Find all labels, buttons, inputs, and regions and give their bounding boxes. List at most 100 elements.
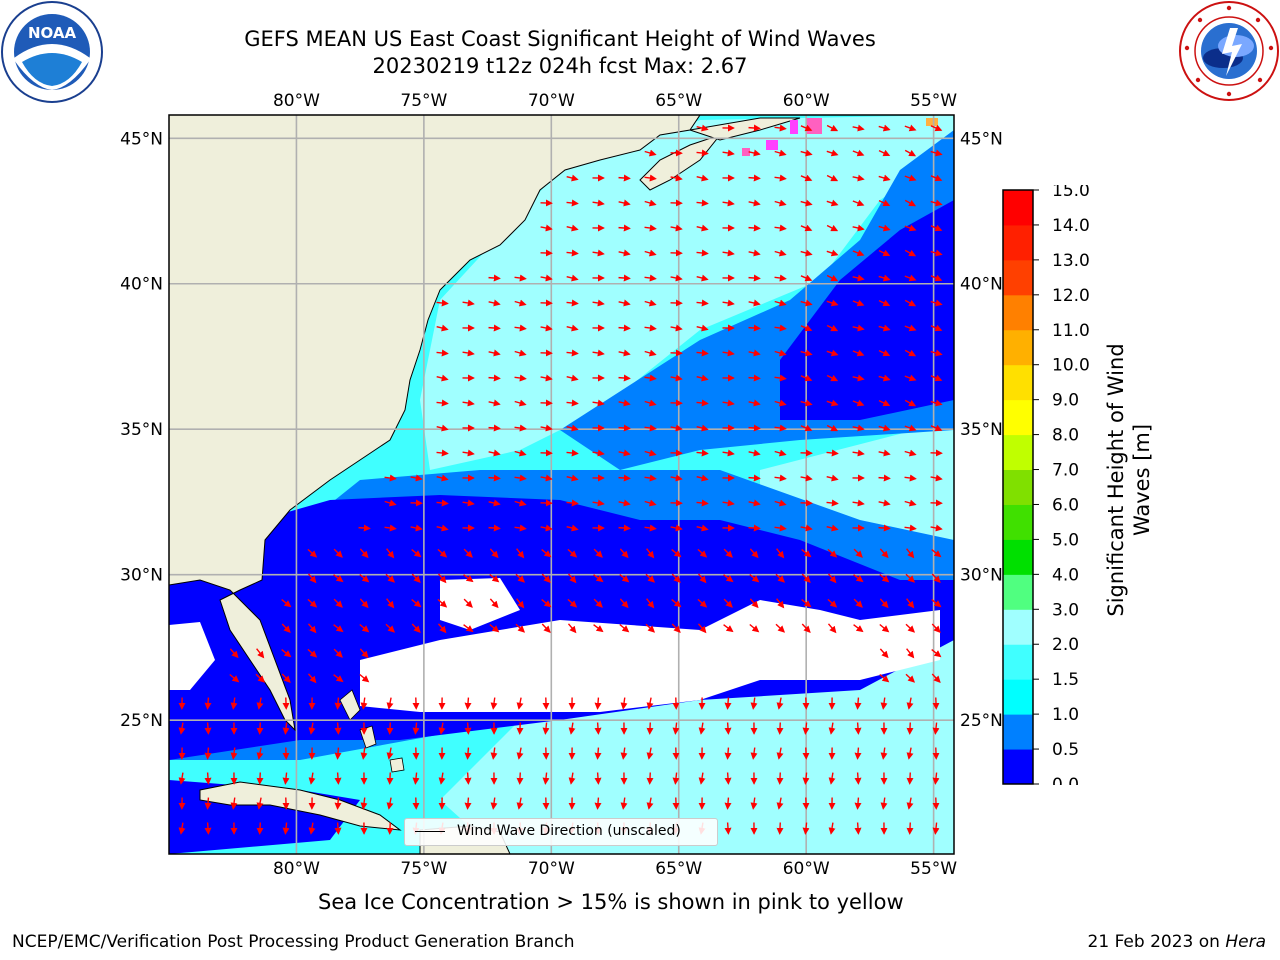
wave-arrow xyxy=(931,623,941,634)
wave-arrow xyxy=(644,399,657,407)
wave-arrow xyxy=(618,274,631,282)
wave-arrow xyxy=(333,574,344,583)
sea-ice-note: Sea Ice Concentration > 15% is shown in … xyxy=(318,890,904,914)
wave-arrow xyxy=(230,697,238,710)
wave-arrow xyxy=(514,399,527,407)
land-nova-scotia xyxy=(639,133,722,191)
wave-arrow xyxy=(410,524,423,532)
wave-arrow xyxy=(384,474,397,482)
wave-arrow xyxy=(696,424,709,432)
wave-arrow xyxy=(722,349,735,357)
wave-arrow xyxy=(826,424,839,432)
wave-arrow xyxy=(307,548,318,558)
wave-arrow xyxy=(904,349,917,357)
wave-arrow xyxy=(644,524,657,532)
wave-arrow xyxy=(696,449,709,457)
colorbar-tick-label: 1.0 xyxy=(1052,705,1079,725)
wave-arrow xyxy=(723,548,733,558)
map-subtitle: 20230219 t12z 024h fcst Max: 2.67 xyxy=(372,54,748,78)
wave-arrow xyxy=(826,499,839,507)
wave-arrow xyxy=(774,324,787,332)
colorbar-swatch xyxy=(1003,504,1033,540)
colorbar-swatch xyxy=(1003,469,1033,505)
wave-arrow xyxy=(334,697,342,710)
wave-arrow xyxy=(827,573,837,584)
wave-arrow xyxy=(307,673,317,684)
wave-arrow xyxy=(436,474,449,482)
wave-arrow xyxy=(930,524,943,532)
wave-arrow xyxy=(593,624,604,633)
wave-arrow xyxy=(489,623,500,633)
wave-arrow xyxy=(229,648,239,659)
wave-arrow xyxy=(879,548,889,559)
wave-arrow xyxy=(516,747,524,760)
wave-arrow xyxy=(724,722,732,735)
wave-arrow xyxy=(878,424,891,432)
land-cuba xyxy=(199,781,402,831)
wave-arrow xyxy=(566,399,579,407)
wave-arrow xyxy=(670,474,683,482)
wave-arrow xyxy=(800,424,813,432)
wave-arrow xyxy=(620,797,628,810)
wave-arrow xyxy=(800,274,813,282)
wave-arrow xyxy=(230,797,238,810)
wave-arrow xyxy=(359,548,369,559)
wave-arrow xyxy=(776,797,784,810)
colorbar-tick-label: 9.0 xyxy=(1052,391,1079,411)
wave-arrow xyxy=(774,199,787,207)
wave-arrow xyxy=(464,797,472,810)
wave-arrow xyxy=(592,399,605,407)
colorbar-tick-label: 0.0 xyxy=(1052,775,1079,785)
wave-arrow xyxy=(696,149,709,157)
colorbar-tick-label: 3.0 xyxy=(1052,600,1079,620)
wave-arrow xyxy=(488,499,501,507)
wave-arrow xyxy=(204,797,212,810)
wave-arrow xyxy=(204,722,212,735)
wave-arrow xyxy=(852,349,865,357)
wave-arrow xyxy=(696,299,709,307)
wave-arrow xyxy=(646,747,654,760)
wave-arrow xyxy=(800,124,813,132)
footer-credit: NCEP/EMC/Verification Post Processing Pr… xyxy=(12,932,575,952)
wave-arrow xyxy=(774,349,787,357)
wave-arrow xyxy=(437,598,448,608)
wave-arrow xyxy=(386,797,394,810)
wave-arrow xyxy=(879,598,889,609)
wave-arrow xyxy=(592,349,605,357)
colorbar-tick-label: 4.0 xyxy=(1052,565,1079,585)
wave-arrow xyxy=(410,474,423,482)
wave-arrow xyxy=(878,174,891,182)
colorbar-swatch xyxy=(1003,714,1033,750)
wave-arrow xyxy=(541,549,552,558)
wave-arrow xyxy=(566,324,579,332)
colorbar-swatch xyxy=(1003,644,1033,680)
wave-arrow xyxy=(540,524,553,532)
wave-arrow xyxy=(930,249,943,257)
wave-arrow xyxy=(671,549,682,558)
wave-arrow xyxy=(437,623,447,634)
wave-arrow xyxy=(256,822,264,835)
wave-arrow xyxy=(878,474,891,482)
colorbar-tick-label: 5.0 xyxy=(1052,530,1079,550)
wave-arrow xyxy=(930,199,943,207)
wave-arrow xyxy=(567,623,577,634)
footer-date-text: 21 Feb 2023 on xyxy=(1087,932,1226,952)
wave-arrow xyxy=(490,697,498,710)
wave-arrow xyxy=(906,797,914,810)
wave-arrow xyxy=(723,574,734,583)
wave-arrow xyxy=(204,822,212,835)
wave-arrow xyxy=(436,424,449,432)
colorbar-tick-label: 10.0 xyxy=(1052,356,1090,376)
wave-arrow xyxy=(671,623,681,634)
noaa-logo-text: NOAA xyxy=(28,24,77,42)
wave-arrow xyxy=(826,149,839,157)
footer-date: 21 Feb 2023 on Hera xyxy=(1088,932,1266,952)
lat-tick-label: 40°N xyxy=(960,275,1003,295)
wave-arrow xyxy=(490,797,498,810)
map-legend: Wind Wave Direction (unscaled) xyxy=(404,818,718,846)
wave-arrow xyxy=(930,299,943,307)
wave-arrow xyxy=(826,174,839,182)
wave-arrow xyxy=(644,449,657,457)
wave-arrow xyxy=(697,623,707,634)
wave-arrow xyxy=(930,149,943,157)
